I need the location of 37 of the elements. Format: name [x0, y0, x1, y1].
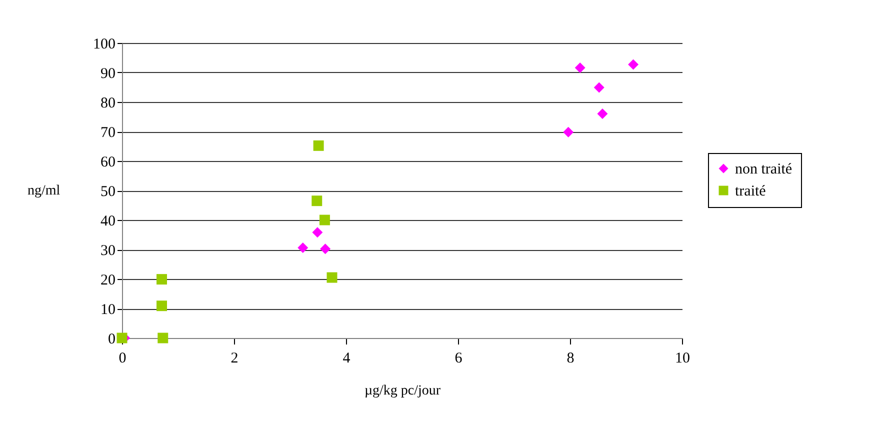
y-tick-label: 50 [100, 184, 116, 200]
point [563, 126, 574, 138]
point [326, 272, 338, 283]
y-tick-label: 20 [100, 272, 116, 288]
point [594, 82, 604, 93]
y-tick-label: 10 [100, 302, 116, 318]
y-tick-label: 0 [108, 332, 116, 348]
x-axis-title: µg/kg pc/jour [364, 384, 441, 398]
y-tick-label: 80 [100, 96, 116, 112]
x-tick-label: 4 [342, 350, 351, 366]
x-tick-label: 10 [675, 350, 690, 366]
x-tick-label: 0 [118, 350, 126, 366]
y-tick-label: 30 [100, 243, 116, 259]
y-tick-label: 40 [100, 214, 116, 230]
point [312, 227, 323, 238]
x-tick-label: 6 [454, 350, 463, 366]
point [320, 244, 331, 254]
x-tick-label: 2 [230, 350, 238, 366]
point [156, 274, 168, 285]
point [319, 214, 330, 226]
y-tick-label: 100 [93, 36, 116, 52]
point [597, 108, 608, 120]
legend-label: traité [735, 184, 766, 200]
y-tick-label: 60 [100, 154, 116, 170]
y-tick-label: 90 [100, 66, 116, 82]
point [628, 59, 639, 70]
y-tick-label: 70 [100, 125, 116, 141]
point [116, 332, 128, 344]
point [156, 300, 168, 312]
point [574, 62, 586, 74]
legend-label: non traité [735, 162, 792, 178]
point [298, 242, 308, 253]
point [158, 332, 168, 344]
x-tick-label: 8 [566, 350, 574, 366]
y-axis-title: ng/ml [28, 184, 60, 198]
point [313, 140, 324, 151]
point [312, 196, 322, 206]
